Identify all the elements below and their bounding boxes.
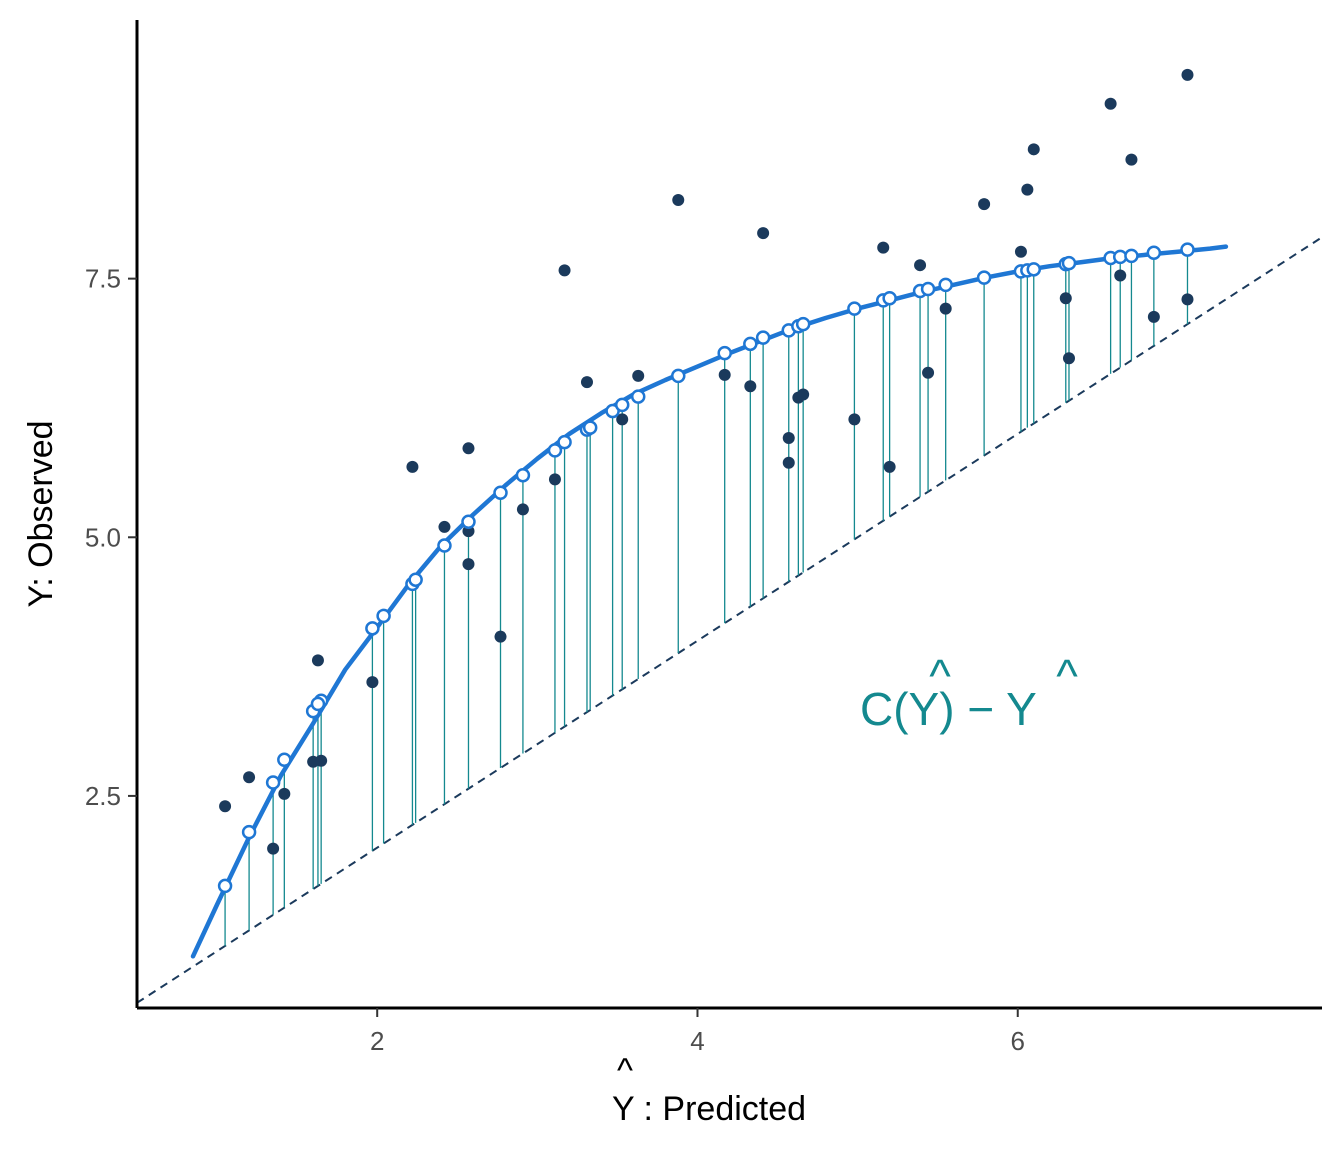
observed-point (1062, 352, 1075, 365)
calibrated-point (376, 608, 391, 624)
observed-point (580, 376, 593, 389)
calibrated-point (795, 316, 811, 332)
observed-point (267, 842, 280, 855)
calibrated-point (493, 485, 508, 501)
calibrated-point (1026, 262, 1042, 277)
observed-point (366, 676, 379, 689)
calibrated-point (461, 514, 476, 530)
calibrated-point (1061, 255, 1077, 271)
x-axis-title-hat: ^ (617, 1052, 633, 1090)
annotation-part-minus: ) − (939, 683, 1006, 735)
calibrated-point (310, 696, 326, 712)
calibrated-point (557, 434, 572, 450)
observed-point (1059, 292, 1072, 305)
observed-point (1181, 68, 1194, 81)
observed-point (1014, 245, 1027, 258)
y-tick-label: 5.0 (85, 522, 121, 552)
calibrated-point (408, 572, 423, 587)
observed-point (782, 456, 795, 469)
observed-point (616, 413, 629, 426)
y-axis-title: Y: Observed (22, 420, 60, 607)
observed-point (516, 503, 529, 516)
calibrated-point (882, 291, 897, 306)
x-axis-title-y: Y (612, 1090, 634, 1128)
observed-point (914, 259, 927, 272)
x-tick-label: 4 (690, 1026, 704, 1056)
observed-point (462, 558, 475, 571)
observed-point (219, 800, 232, 813)
calibrated-point (847, 301, 862, 316)
calibrated-point (547, 443, 563, 458)
x-axis-title-suffix: : Predicted (634, 1090, 806, 1128)
observed-point (848, 413, 861, 426)
observed-point (315, 754, 328, 767)
calibrated-point (976, 270, 992, 285)
observed-point (438, 520, 451, 533)
y-tick-label: 2.5 (85, 781, 121, 811)
observed-point (548, 473, 561, 486)
calibrated-point (277, 752, 292, 767)
observed-point (922, 366, 935, 379)
calibrated-point (1180, 242, 1195, 257)
calibrated-point (755, 330, 771, 345)
annotation-part-c: C( (860, 683, 909, 735)
calibrated-point (515, 467, 531, 483)
calibrated-point (1124, 248, 1139, 264)
calibrated-point (717, 345, 732, 361)
calibrated-point (265, 775, 281, 790)
annotation-hat-1: ^ (929, 650, 951, 702)
observed-point (718, 368, 731, 381)
observed-point (757, 227, 770, 240)
observed-point (877, 241, 890, 254)
observed-point (406, 460, 419, 473)
identity-line (136, 236, 1323, 1004)
observed-point (494, 630, 507, 643)
observed-point (311, 654, 324, 667)
calibrated-point (437, 538, 452, 553)
x-tick-label: 6 (1011, 1026, 1025, 1056)
annotation-hat-2: ^ (1056, 650, 1078, 702)
x-tick-label: 2 (370, 1026, 384, 1056)
calibrated-point (582, 420, 598, 435)
observed-point (1181, 293, 1194, 306)
y-tick-label: 7.5 (85, 264, 121, 294)
x-axis-title: Y : Predicted (612, 1090, 806, 1128)
calibrated-point (1146, 245, 1162, 261)
annotation-part-y2: Y (1006, 683, 1037, 735)
observed-point (797, 388, 810, 401)
calibrated-point (671, 368, 686, 384)
observed-point (1104, 97, 1117, 110)
calibrated-point (630, 389, 646, 404)
calibrated-point (614, 397, 630, 413)
annotation-part-y1: Y (909, 683, 940, 735)
calibrated-point (920, 281, 936, 297)
observed-point (1147, 310, 1160, 323)
observed-point (632, 369, 645, 382)
calibrated-point (743, 336, 758, 352)
annotation-text: C(Y) − Y (860, 683, 1037, 735)
residual-annotation: C(Y) − Y ^ ^ (860, 650, 1078, 735)
observed-point (744, 380, 757, 393)
calibrated-point (938, 277, 953, 293)
observed-point (939, 302, 952, 315)
observed-point (278, 787, 291, 800)
observed-point (883, 460, 896, 473)
observed-point (1125, 153, 1138, 166)
observed-point (1027, 143, 1040, 156)
calibrated-point (217, 878, 233, 894)
observed-point (1021, 183, 1034, 196)
observed-point (558, 264, 571, 277)
calibrated-point (365, 621, 380, 636)
observed-point (462, 442, 475, 455)
observed-point (243, 771, 256, 784)
observed-point (1114, 269, 1127, 282)
observed-point (782, 431, 795, 444)
observed-point (672, 194, 685, 207)
calibrated-point (241, 824, 257, 840)
observed-point (978, 198, 991, 211)
